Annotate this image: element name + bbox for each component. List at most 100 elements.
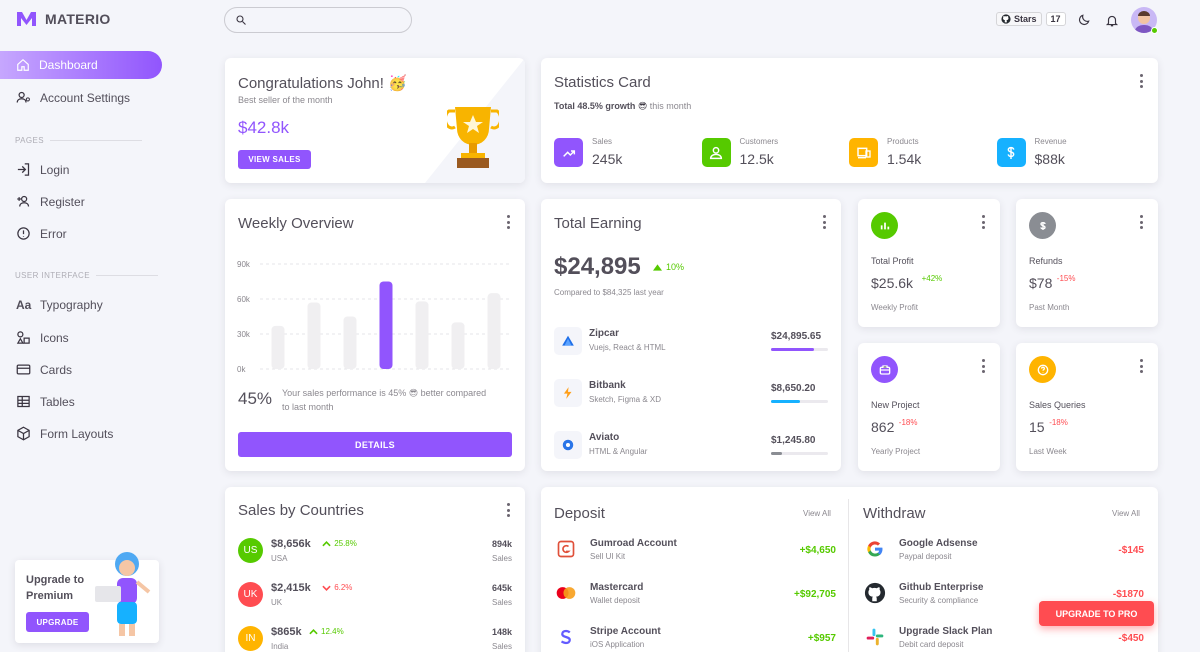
chart-bar [271, 325, 285, 369]
more-options-icon[interactable] [1139, 359, 1143, 373]
credit-card-icon [16, 364, 31, 375]
mini-title: Total Profit [871, 256, 914, 266]
total-earning-card: Total Earning $24,895 10% Compared to $8… [541, 199, 841, 471]
brand[interactable]: MATERIO [16, 11, 111, 27]
avatar-image-icon [1134, 11, 1154, 33]
sidebar-item-label: Login [40, 162, 70, 177]
mini-value: 15 [1029, 419, 1045, 435]
stat-label: Customers [739, 137, 779, 146]
avatar[interactable] [1131, 7, 1157, 33]
github-label: Stars [1014, 14, 1037, 24]
transaction-name: Github Enterprise [899, 582, 984, 593]
sidebar-item-dashboard[interactable]: Dashboard [0, 51, 162, 79]
sidebar-item-label: Typography [40, 298, 103, 312]
deposit-view-all-link[interactable]: View All [803, 509, 831, 518]
briefcase-icon [871, 356, 898, 383]
chart-bar [307, 302, 321, 369]
congrats-card: Congratulations John! 🥳 Best seller of t… [225, 58, 525, 183]
congrats-amount: $42.8k [238, 118, 290, 137]
mini-change: -18% [898, 418, 918, 427]
growth-rest: this month [649, 101, 692, 111]
withdraw-view-all-link[interactable]: View All [1112, 509, 1140, 518]
mastercard-logo-icon [554, 581, 578, 605]
earning-item-amount: $1,245.80 [771, 435, 816, 446]
transaction-sub: iOS Application [590, 640, 645, 649]
sidebar-item-form-layouts[interactable]: Form Layouts [16, 426, 113, 441]
deposit-withdraw-card: Deposit View All Withdraw View All Gumro… [541, 487, 1158, 652]
stat-value: 12.5k [739, 151, 774, 167]
more-options-icon[interactable] [981, 359, 985, 373]
github-count: 17 [1045, 12, 1066, 26]
earning-progress-bar [771, 348, 828, 351]
countries-title: Sales by Countries [238, 502, 364, 519]
sidebar-item-label: Dashboard [39, 58, 98, 72]
mini-stat-card: New Project 862 -18% Yearly Project [858, 343, 1000, 471]
section-pages: PAGES [15, 136, 142, 145]
chart-bar [451, 322, 465, 369]
more-options-icon[interactable] [506, 503, 510, 517]
more-options-icon[interactable] [1139, 74, 1143, 88]
more-options-icon[interactable] [1139, 215, 1143, 229]
typography-icon: Aa [16, 298, 32, 312]
brand-name: MATERIO [45, 11, 111, 27]
details-button[interactable]: DETAILS [238, 432, 512, 457]
mini-stat-card: Total Profit $25.6k +42% Weekly Profit [858, 199, 1000, 327]
weekly-percent: 45% [238, 389, 273, 408]
earning-item-name: Bitbank [589, 380, 626, 391]
country-amount: $8,656k [271, 538, 311, 550]
chart-bar [343, 316, 357, 369]
sidebar-item-account-settings[interactable]: Account Settings [16, 90, 130, 105]
materio-logo-icon [17, 12, 36, 26]
sidebar-item-tables[interactable]: Tables [16, 394, 75, 409]
upgrade-button[interactable]: UPGRADE [26, 612, 89, 632]
progress-fill [771, 452, 783, 455]
country-change: 25.8% [322, 539, 357, 548]
transaction-name: Stripe Account [590, 626, 661, 637]
sidebar-item-typography[interactable]: Aa Typography [16, 298, 103, 312]
mini-stat-card: Refunds $78 -15% Past Month [1016, 199, 1158, 327]
mini-change: +42% [921, 274, 943, 283]
home-icon [17, 58, 29, 71]
search-bar[interactable] [224, 7, 412, 33]
mini-value: $78 [1029, 275, 1053, 291]
mini-sub: Past Month [1029, 303, 1070, 312]
more-options-icon[interactable] [981, 215, 985, 229]
stat-value: 1.54k [887, 151, 922, 167]
transaction-sub: Debit card deposit [899, 640, 964, 649]
more-options-icon[interactable] [506, 215, 510, 229]
moon-icon[interactable] [1077, 13, 1091, 27]
more-options-icon[interactable] [822, 215, 826, 229]
view-sales-button[interactable]: VIEW SALES [238, 150, 311, 169]
upgrade-to-pro-button[interactable]: UPGRADE TO PRO [1039, 601, 1154, 626]
sidebar-item-error[interactable]: Error [16, 226, 67, 241]
github-stars-button[interactable]: Stars 17 [996, 12, 1066, 26]
sidebar-item-icons[interactable]: Icons [16, 330, 69, 345]
mini-value: $25.6k [871, 275, 914, 291]
transaction-name: Mastercard [590, 582, 644, 593]
sidebar-item-label: Account Settings [40, 90, 131, 105]
alert-circle-icon [17, 227, 30, 240]
country-change: 12.4% [309, 627, 344, 636]
earning-item-amount: $24,895.65 [771, 331, 822, 342]
sidebar-item-label: Form Layouts [40, 426, 114, 441]
bell-icon[interactable] [1105, 13, 1119, 28]
bitbank-logo-icon [554, 379, 582, 407]
earning-progress-bar [771, 452, 828, 455]
slack-logo-icon [863, 625, 887, 649]
trophy-icon [447, 107, 499, 168]
sidebar-item-login[interactable]: Login [16, 162, 69, 177]
section-label: USER INTERFACE [15, 271, 90, 280]
growth-emoji: 😎 [637, 101, 648, 111]
country-change-value: 12.4% [321, 627, 344, 636]
account-settings-icon [16, 91, 30, 103]
country-sales-label: Sales [491, 598, 512, 607]
growth-bold: Total 48.5% growth [554, 101, 636, 111]
earning-progress-bar [771, 400, 828, 403]
sidebar-item-register[interactable]: Register [16, 194, 85, 209]
table-icon [17, 395, 30, 408]
chevron-up-icon [309, 628, 318, 634]
sidebar-item-label: Cards [40, 362, 73, 377]
sidebar-item-cards[interactable]: Cards [16, 362, 72, 377]
country-change-value: 25.8% [334, 539, 357, 548]
transaction-sub: Wallet deposit [590, 596, 640, 605]
